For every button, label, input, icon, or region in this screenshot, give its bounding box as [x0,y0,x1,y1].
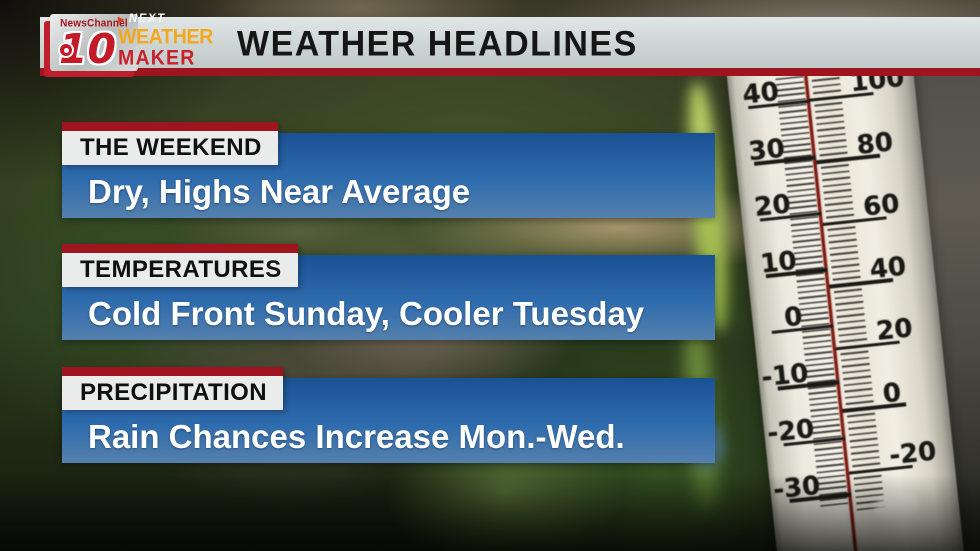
headline-block-temperatures: TEMPERATURES Cold Front Sunday, Cooler T… [62,244,715,340]
next-label: ▶ NEXT [118,13,166,25]
headline-category-label: PRECIPITATION [62,367,283,410]
weather-maker-brand: ▶ NEXT WEATHER MAKER [118,13,238,70]
page-title: WEATHER HEADLINES [237,24,638,64]
headline-text: Rain Chances Increase Mon.-Wed. [88,418,625,455]
brand-weather-label: WEATHER [118,24,214,49]
headline-block-precipitation: PRECIPITATION Rain Chances Increase Mon.… [62,367,715,463]
headline-category-label: THE WEEKEND [62,122,278,165]
cbs-eye-icon [58,42,74,58]
play-icon: ▶ [118,15,125,24]
brand-maker-label: MAKER [118,46,196,70]
headline-block-weekend: THE WEEKEND Dry, Highs Near Average [62,122,715,218]
headline-text: Dry, Highs Near Average [88,173,471,210]
headline-category-label: TEMPERATURES [62,244,298,287]
headline-text: Cold Front Sunday, Cooler Tuesday [88,295,645,332]
